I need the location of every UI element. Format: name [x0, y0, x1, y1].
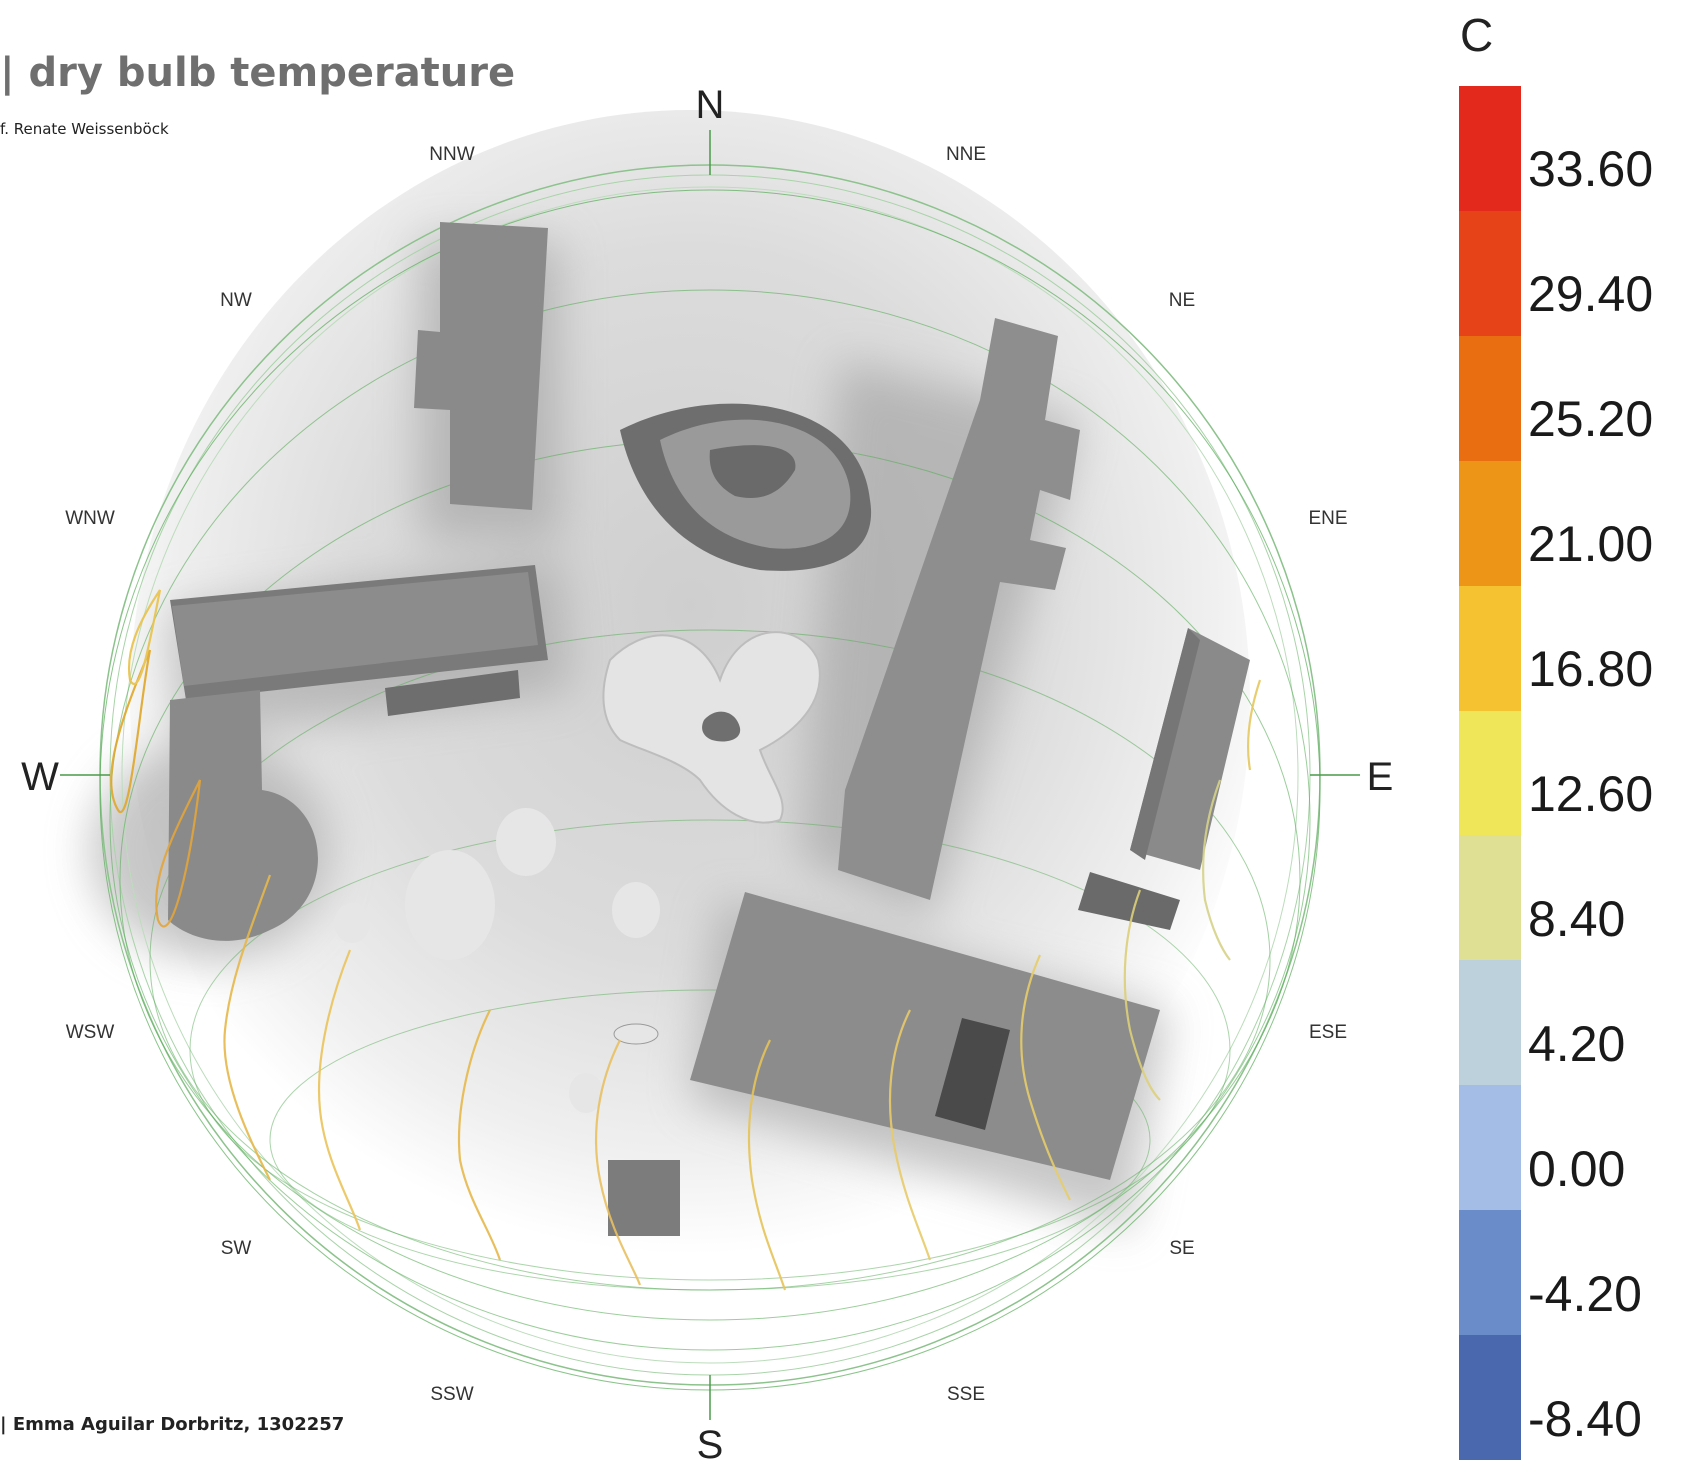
- building-pavilion-core: [709, 445, 796, 499]
- compass-e: E: [1367, 755, 1394, 799]
- sunpath-diagram: N S W E NNW NNE NW NE WNW ENE WSW ESE SW…: [21, 83, 1394, 1462]
- building-west-round: [168, 690, 318, 941]
- legend-label: 8.40: [1528, 890, 1626, 947]
- legend-swatch: [1459, 835, 1521, 961]
- legend-swatch: [1459, 1085, 1521, 1211]
- compass-n: N: [696, 83, 725, 127]
- building-east-slab-side: [1130, 628, 1200, 860]
- buildings: [168, 222, 1250, 1236]
- plaza-blob-2: [496, 808, 556, 876]
- building-south-kiosk: [608, 1160, 680, 1236]
- legend-swatch: [1459, 1335, 1521, 1460]
- building-west-annex: [385, 670, 520, 716]
- building-east-slab: [1130, 628, 1250, 870]
- legend-label: 16.80: [1528, 641, 1654, 698]
- legend-swatch: [1459, 335, 1521, 461]
- plaza-blob-1: [405, 850, 495, 960]
- subtitle: f. Renate Weissenböck: [0, 120, 169, 138]
- compass-sse: SSE: [947, 1384, 985, 1405]
- legend-color-bar: [1459, 86, 1521, 1460]
- compass-nw: NW: [220, 290, 252, 311]
- compass-ssw: SSW: [430, 1384, 473, 1405]
- compass-ticks: [60, 130, 1360, 1420]
- building-southeast-dark: [935, 1018, 1010, 1130]
- legend-label: 29.40: [1528, 266, 1654, 323]
- building-southeast-large: [690, 892, 1160, 1180]
- plaza-blob-4: [612, 882, 660, 938]
- legend-swatch: [1459, 1210, 1521, 1336]
- title: | dry bulb temperature: [0, 50, 516, 96]
- compass-wsw: WSW: [66, 1022, 115, 1043]
- legend-swatch: [1459, 86, 1521, 211]
- analemma-curves: [110, 589, 1262, 1291]
- legend-label: -8.40: [1528, 1390, 1642, 1447]
- plaza-blob-5: [613, 1023, 659, 1045]
- legend-label: 12.60: [1528, 766, 1654, 822]
- compass-ene: ENE: [1308, 508, 1347, 529]
- legend-swatch: [1459, 960, 1521, 1086]
- plaza-blob-3: [334, 903, 370, 943]
- compass-ne: NE: [1169, 290, 1195, 311]
- legend-swatch: [1459, 460, 1521, 586]
- legend-label: 25.20: [1528, 391, 1654, 448]
- legend-unit: C: [1460, 9, 1494, 61]
- building-east-small: [1078, 872, 1180, 930]
- building-west-long-top: [172, 572, 538, 686]
- compass-nne: NNE: [946, 144, 986, 165]
- building-northeast-tower: [838, 318, 1080, 900]
- legend-label: 33.60: [1528, 141, 1654, 198]
- compass-s: S: [697, 1423, 724, 1462]
- compass-se: SE: [1169, 1238, 1194, 1259]
- legend-label: 21.00: [1528, 516, 1654, 573]
- legend-label: 0.00: [1528, 1140, 1626, 1197]
- compass-nnw: NNW: [429, 144, 474, 165]
- legend-label: -4.20: [1528, 1265, 1642, 1322]
- legend-swatch: [1459, 710, 1521, 836]
- legend-swatch: [1459, 210, 1521, 336]
- plaza-blob-6: [569, 1073, 603, 1113]
- legend-swatch: [1459, 585, 1521, 711]
- compass-ese: ESE: [1309, 1022, 1347, 1043]
- compass-wnw: WNW: [65, 508, 115, 529]
- author-credit: | Emma Aguilar Dorbritz, 1302257: [0, 1414, 345, 1435]
- legend-label: 4.20: [1528, 1015, 1626, 1072]
- plaza-organic-hole: [702, 711, 741, 742]
- building-north-block: [414, 222, 548, 510]
- compass-w: W: [21, 755, 59, 799]
- compass-sw: SW: [221, 1238, 252, 1259]
